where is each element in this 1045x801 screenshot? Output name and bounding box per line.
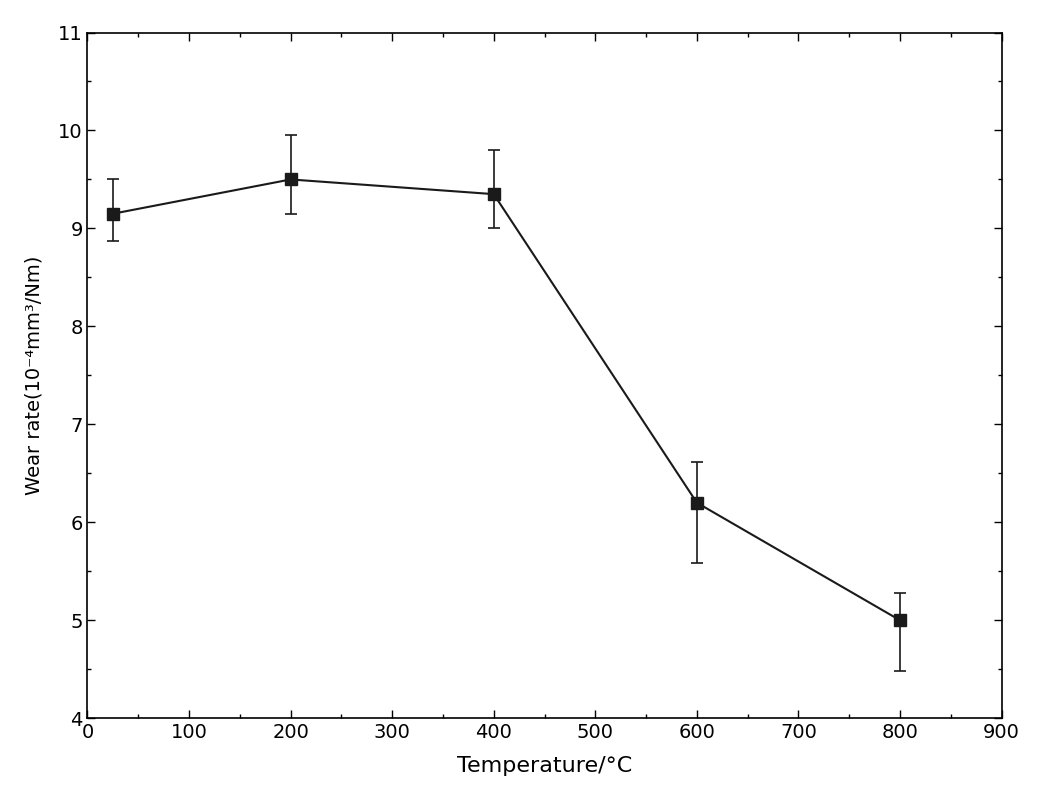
- X-axis label: Temperature/°C: Temperature/°C: [457, 756, 632, 776]
- Y-axis label: Wear rate(10⁻⁴mm³/Nm): Wear rate(10⁻⁴mm³/Nm): [25, 256, 44, 495]
